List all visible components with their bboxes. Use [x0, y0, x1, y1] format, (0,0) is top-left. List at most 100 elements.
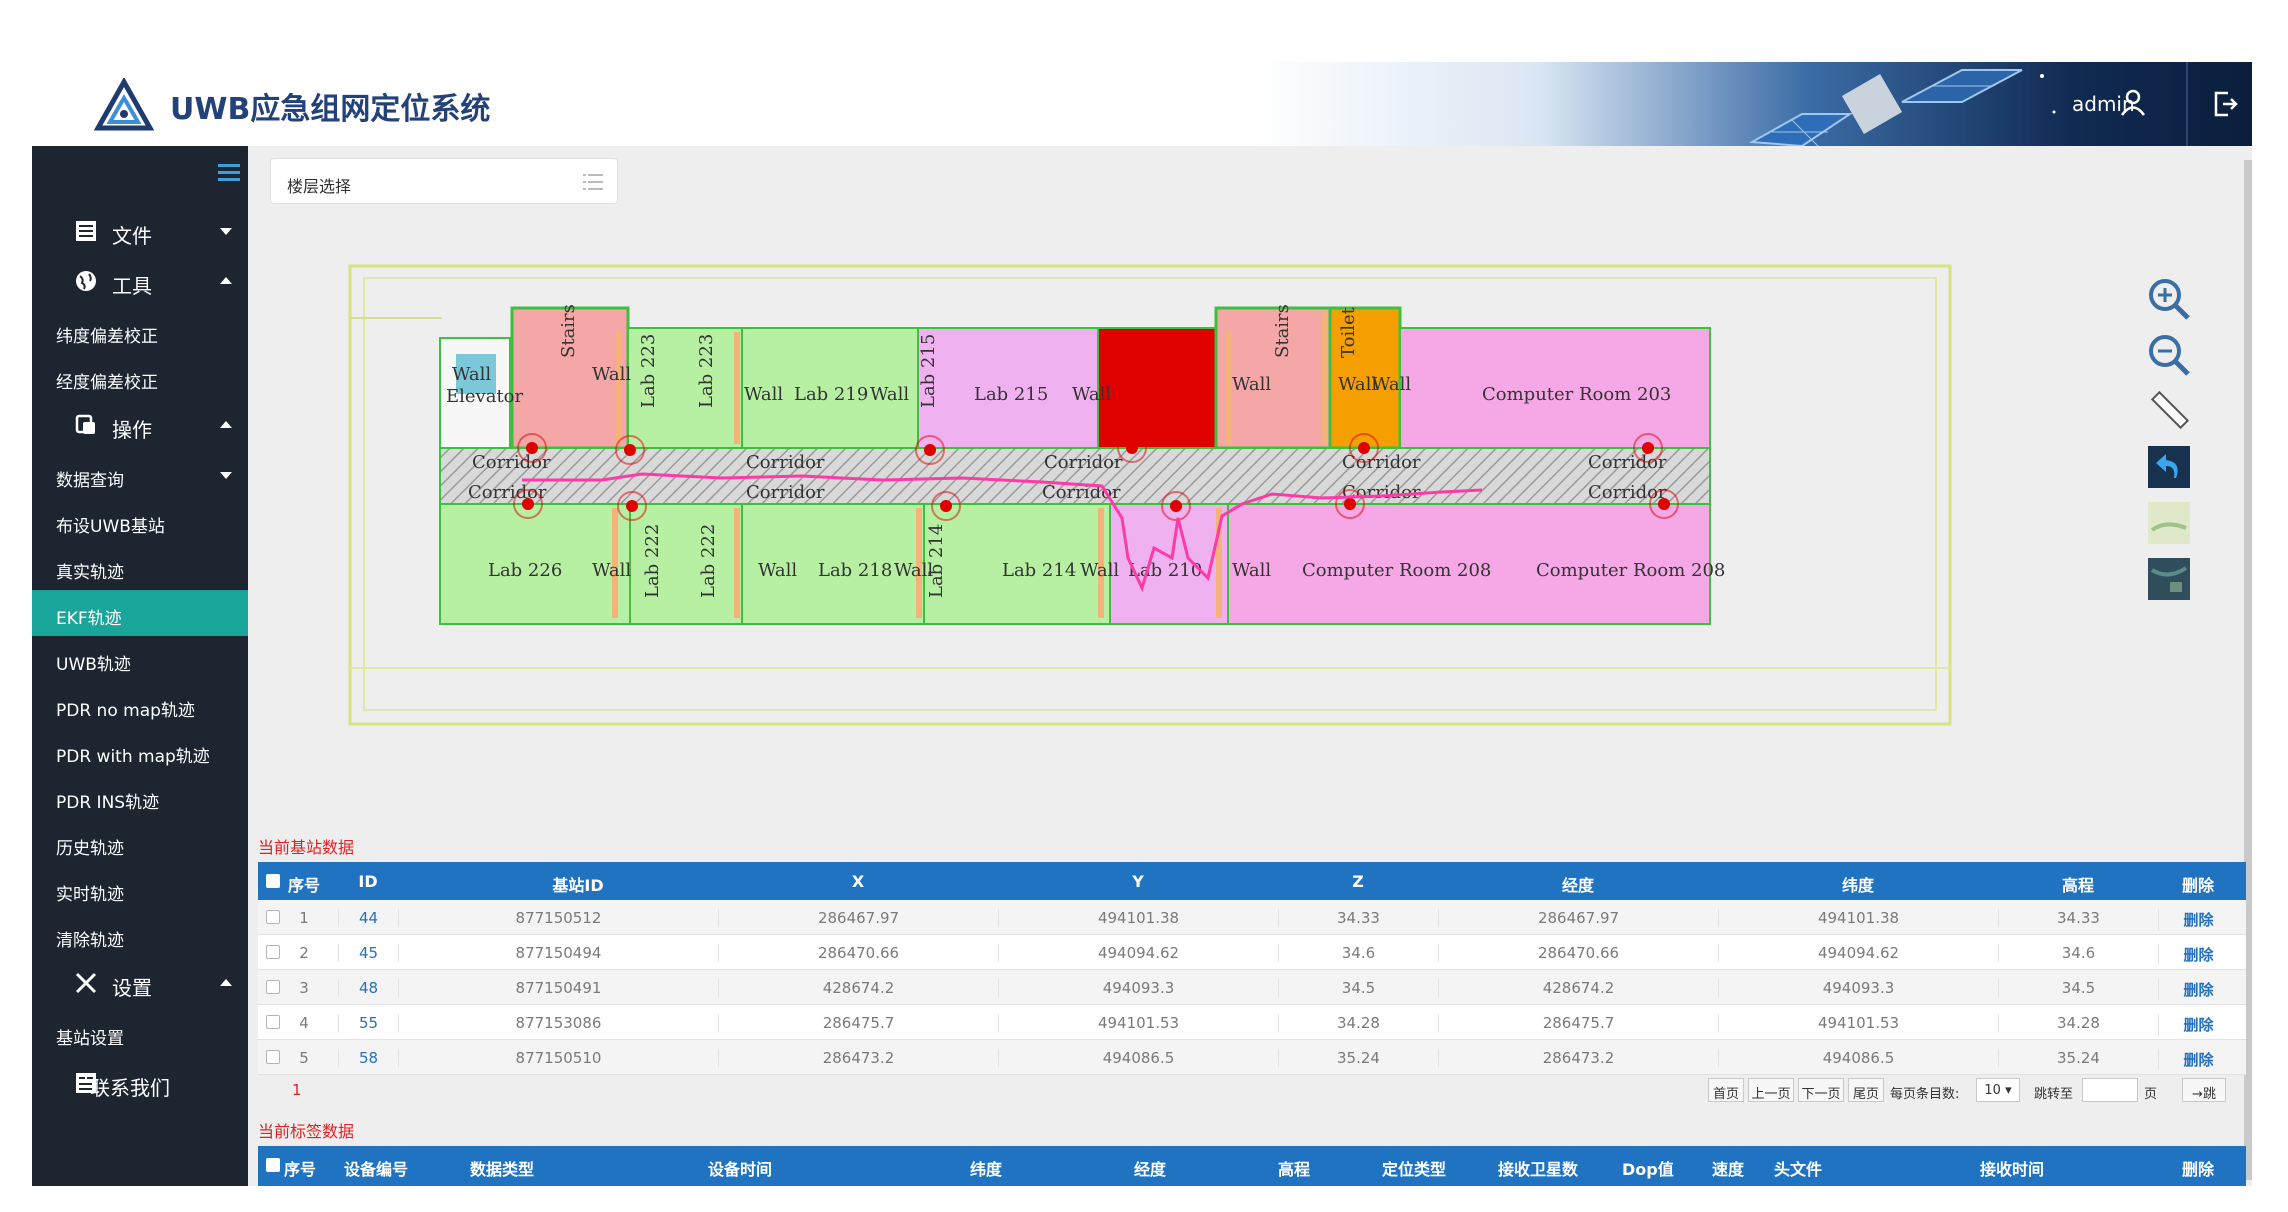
last-page-button[interactable]: 尾页: [1848, 1078, 1884, 1102]
satellite-layer-icon[interactable]: [2146, 556, 2192, 602]
zoom-in-icon[interactable]: [2146, 276, 2192, 322]
ruler-icon[interactable]: [2146, 388, 2192, 434]
svg-text:Wall: Wall: [592, 364, 631, 385]
table-cell: 286470.66: [718, 944, 998, 962]
sidebar-item-true-trajectory[interactable]: 真实轨迹: [32, 544, 248, 590]
sidebar-item-ekf-trajectory[interactable]: EKF轨迹: [32, 590, 248, 636]
sidebar-group-settings[interactable]: 设置: [32, 958, 248, 1008]
sidebar-item-history[interactable]: 历史轨迹: [32, 820, 248, 866]
table-cell: 877150510: [398, 1049, 718, 1067]
svg-text:Wall: Wall: [1232, 560, 1271, 581]
col-header: 经度: [1134, 1160, 1167, 1179]
per-page-select[interactable]: 10 ▾: [1976, 1078, 2020, 1102]
floor-select-dropdown[interactable]: 楼层选择: [270, 158, 618, 204]
sidebar-item-lat-correction[interactable]: 纬度偏差校正: [32, 308, 248, 354]
sidebar-item-lon-correction[interactable]: 经度偏差校正: [32, 354, 248, 400]
sidebar-item-station-settings[interactable]: 基站设置: [32, 1010, 248, 1056]
table-cell: 5: [299, 1049, 309, 1067]
sidebar-group-operations[interactable]: 操作: [32, 400, 248, 450]
zoom-out-icon[interactable]: [2146, 332, 2192, 378]
delete-link[interactable]: 删除: [2158, 1014, 2238, 1035]
vertical-scrollbar[interactable]: [2244, 160, 2252, 1180]
tag-table-header: 序号 设备编号 数据类型 设备时间 纬度 经度 高程 定位类型 接收卫星数 Do…: [258, 1146, 2246, 1186]
current-page-number[interactable]: 1: [292, 1081, 302, 1099]
sidebar-item-realtime[interactable]: 实时轨迹: [32, 866, 248, 912]
svg-text:Lab 223: Lab 223: [696, 334, 717, 408]
sidebar-item-data-query[interactable]: 数据查询: [32, 452, 248, 498]
row-checkbox[interactable]: [266, 1050, 280, 1064]
sidebar-item-deploy-uwb[interactable]: 布设UWB基站: [32, 498, 248, 544]
delete-link[interactable]: 删除: [2158, 944, 2238, 965]
delete-link[interactable]: 删除: [2158, 1049, 2238, 1070]
delete-link[interactable]: 删除: [2158, 979, 2238, 1000]
goto-page-input[interactable]: [2082, 1078, 2138, 1102]
delete-link[interactable]: 删除: [2158, 909, 2238, 930]
col-header: X: [851, 872, 865, 891]
go-button[interactable]: →跳: [2182, 1078, 2226, 1102]
sidebar-item-label: 经度偏差校正: [56, 373, 158, 393]
col-header: 头文件: [1774, 1160, 1823, 1179]
next-page-button[interactable]: 下一页: [1798, 1078, 1844, 1102]
tag-section-title: 当前标签数据: [258, 1122, 355, 1141]
hamburger-menu-icon[interactable]: [218, 164, 240, 182]
per-page-label: 每页条目数:: [1890, 1087, 1960, 1102]
sidebar-item-label: 布设UWB基站: [56, 517, 165, 537]
sidebar-item-pdr-with-map[interactable]: PDR with map轨迹: [32, 728, 248, 774]
station-id-link[interactable]: 55: [338, 1014, 398, 1032]
station-id-link[interactable]: 58: [338, 1049, 398, 1067]
table-row: 3 48 877150491 428674.2 494093.3 34.5 428674.2…: [258, 970, 2246, 1005]
row-checkbox[interactable]: [266, 945, 280, 959]
col-header: 接收时间: [1980, 1160, 2045, 1179]
sidebar-item-label: 真实轨迹: [56, 563, 124, 583]
row-checkbox[interactable]: [266, 980, 280, 994]
sidebar-item-label: PDR no map轨迹: [56, 701, 195, 721]
svg-text:Computer Room 208: Computer Room 208: [1302, 560, 1491, 581]
row-checkbox[interactable]: [266, 910, 280, 924]
svg-text:Wall: Wall: [1372, 374, 1411, 395]
col-header: 经度: [1561, 876, 1594, 895]
col-header: 数据类型: [470, 1160, 535, 1179]
station-id-link[interactable]: 45: [338, 944, 398, 962]
table-cell: 494094.62: [1718, 944, 1998, 962]
svg-text:Wall: Wall: [1338, 374, 1377, 395]
row-checkbox[interactable]: [266, 1015, 280, 1029]
col-header: Y: [1132, 872, 1144, 891]
table-cell: 494093.3: [1718, 979, 1998, 997]
station-id-link[interactable]: 44: [338, 909, 398, 927]
table-header: 序号 ID 基站ID X Y Z 经度 纬度 高程 删除: [258, 862, 2246, 900]
svg-text:Corridor: Corridor: [468, 482, 547, 503]
select-all-checkbox[interactable]: [266, 1158, 280, 1172]
col-header: 基站ID: [552, 876, 604, 895]
table-cell: 286467.97: [1438, 909, 1718, 927]
map-layer-icon[interactable]: [2146, 500, 2192, 546]
sidebar-item-clear[interactable]: 清除轨迹: [32, 912, 248, 958]
table-cell: 494093.3: [998, 979, 1278, 997]
sidebar-item-pdr-no-map[interactable]: PDR no map轨迹: [32, 682, 248, 728]
svg-text:Corridor: Corridor: [1044, 452, 1123, 473]
svg-text:Wall: Wall: [894, 560, 933, 581]
svg-text:Corridor: Corridor: [472, 452, 551, 473]
svg-text:Stairs: Stairs: [1272, 304, 1293, 358]
sidebar-group-file[interactable]: 文件: [32, 206, 248, 256]
sidebar-item-uwb-trajectory[interactable]: UWB轨迹: [32, 636, 248, 682]
satellite-illustration-icon: [1748, 69, 2056, 146]
prev-page-button[interactable]: 上一页: [1748, 1078, 1794, 1102]
chevron-down-icon: [220, 228, 232, 235]
floor-plan-map[interactable]: Wall Elevator Stairs Wall Lab 223 Lab 22…: [342, 258, 1982, 738]
undo-icon[interactable]: [2146, 444, 2192, 490]
sidebar-group-tools[interactable]: 工具: [32, 256, 248, 306]
sidebar-item-pdr-ins[interactable]: PDR INS轨迹: [32, 774, 248, 820]
user-icon[interactable]: [2120, 88, 2146, 116]
table-cell: 494101.38: [998, 909, 1278, 927]
first-page-button[interactable]: 首页: [1708, 1078, 1744, 1102]
svg-text:Wall: Wall: [758, 560, 797, 581]
svg-text:Lab 219: Lab 219: [794, 384, 868, 405]
table-cell: 877150494: [398, 944, 718, 962]
room-label-elevator: Elevator: [446, 386, 524, 407]
logout-icon[interactable]: [2212, 90, 2238, 118]
col-header: 纬度: [970, 1160, 1003, 1179]
sidebar-group-contact[interactable]: 联系我们: [32, 1058, 248, 1108]
col-header: 删除: [2181, 876, 2214, 895]
station-id-link[interactable]: 48: [338, 979, 398, 997]
select-all-checkbox[interactable]: [266, 874, 280, 888]
